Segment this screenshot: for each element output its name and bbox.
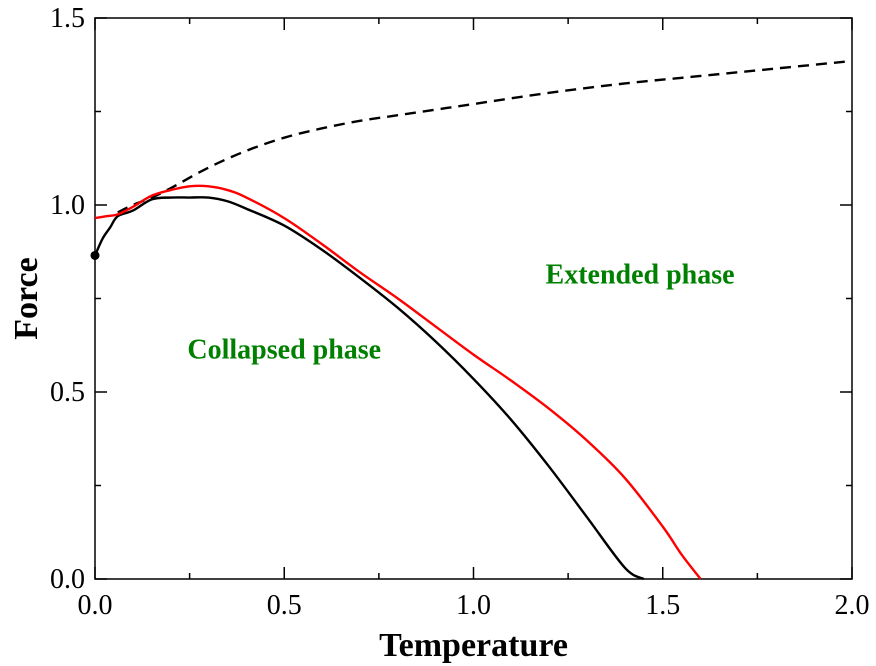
data-point (90, 250, 100, 260)
annotations: Collapsed phase Extended phase (187, 260, 734, 366)
y-tick-label: 1.0 (50, 190, 85, 221)
plot-frame (94, 17, 853, 580)
x-tick-label: 2.0 (835, 590, 870, 621)
x-tick-label: 0.5 (267, 590, 302, 621)
series-line-3 (94, 184, 702, 580)
x-tick-labels: 0.0 0.5 1.0 1.5 2.0 (78, 590, 870, 621)
x-axis-title: Temperature (379, 627, 568, 664)
axis-ticks (94, 17, 853, 580)
phase-annotation: Collapsed phase (187, 334, 381, 365)
y-tick-label: 1.5 (50, 3, 85, 34)
phase-annotation: Extended phase (546, 260, 735, 291)
series-line-1 (117, 59, 853, 214)
points-layer (90, 250, 100, 260)
x-tick-label: 1.5 (645, 590, 680, 621)
series-line-2 (93, 196, 645, 581)
x-tick-label: 0.0 (78, 590, 113, 621)
y-tick-label: 0.5 (50, 377, 85, 408)
y-tick-label: 0.0 (50, 564, 85, 595)
x-tick-label: 1.0 (456, 590, 491, 621)
y-axis-title: Force (8, 257, 45, 339)
y-tick-labels: 0.0 0.5 1.0 1.5 (50, 3, 85, 595)
series-layer (93, 59, 853, 581)
